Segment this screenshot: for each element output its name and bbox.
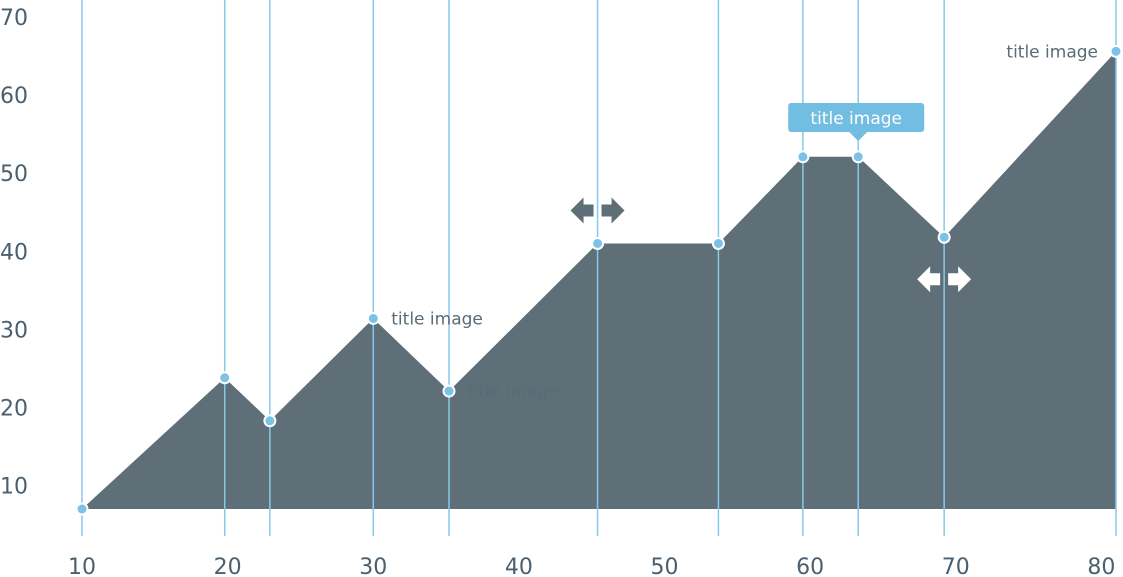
y-tick-label: 70 [0,6,28,31]
tooltip-box [788,103,925,132]
annotation-layer: title image title image title image title i… [391,42,1098,402]
points-layer [75,44,1123,516]
data-point-2[interactable] [263,414,277,428]
y-tick-label: 50 [0,162,28,187]
y-tick-label: 40 [0,240,28,265]
arrow-left-icon [570,197,594,224]
data-point-5[interactable] [591,236,605,250]
x-tick-label: 20 [214,555,242,577]
annotation-label-0: title image [391,309,483,329]
data-point-8[interactable] [851,150,865,164]
tooltip: title image [788,103,925,141]
data-point-0[interactable] [75,502,89,516]
grid-layer [81,0,1117,536]
arrow-right-icon [948,266,972,293]
x-tick-label: 80 [1087,555,1115,577]
tooltip-pointer [849,132,868,141]
annotation-label-1: title image [467,382,559,402]
drag-handle-icon[interactable] [570,197,625,224]
y-tick-label: 30 [0,318,28,343]
tooltip-text: title image [810,109,902,129]
data-point-1[interactable] [218,371,232,385]
data-point-9[interactable] [937,230,951,244]
data-point-6[interactable] [711,236,725,250]
data-point-4[interactable] [442,384,456,398]
axis-layer: 70 60 50 40 30 20 10 10 20 30 40 50 60 70 80 [0,6,1115,577]
data-point-7[interactable] [796,150,810,164]
data-point-3[interactable] [366,311,380,325]
x-tick-label: 30 [359,555,387,577]
x-tick-label: 60 [796,555,824,577]
data-point-10[interactable] [1109,44,1123,58]
x-tick-label: 70 [942,555,970,577]
arrow-left-icon [917,266,941,293]
y-tick-label: 20 [0,396,28,421]
y-tick-label: 60 [0,84,28,109]
annotation-label-3: title image [1006,42,1098,62]
drag-handle-icon[interactable] [917,266,972,293]
x-tick-label: 10 [68,555,96,577]
x-tick-label: 40 [505,555,533,577]
x-tick-label: 50 [651,555,679,577]
arrow-right-icon [601,197,625,224]
y-tick-label: 10 [0,475,28,500]
